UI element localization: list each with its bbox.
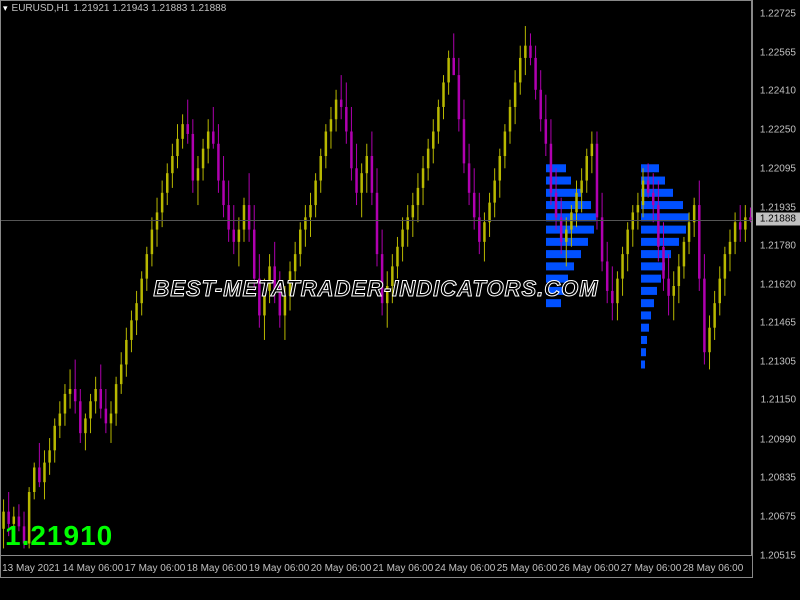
symbol-label: EURUSD,H1 [12, 3, 70, 14]
y-axis-label: 1.21620 [760, 280, 796, 291]
current-price-badge: 1.21888 [756, 213, 800, 226]
x-axis-label: 18 May 06:00 [187, 563, 248, 574]
big-price-display: 1.21910 [5, 520, 113, 552]
x-axis-label: 27 May 06:00 [621, 563, 682, 574]
x-axis-label: 19 May 06:00 [249, 563, 310, 574]
y-axis-label: 1.22565 [760, 48, 796, 59]
y-axis-label: 1.21305 [760, 357, 796, 368]
x-axis-label: 26 May 06:00 [559, 563, 620, 574]
y-axis: 1.22725 1.22565 1.22410 1.22250 1.22095 1.219… [752, 0, 800, 578]
x-axis-label: 24 May 06:00 [435, 563, 496, 574]
chart-area[interactable] [1, 15, 753, 557]
y-axis-label: 1.20515 [760, 551, 796, 562]
y-axis-label: 1.22725 [760, 9, 796, 20]
y-axis-label: 1.21935 [760, 202, 796, 213]
y-axis-label: 1.21465 [760, 318, 796, 329]
x-axis-label: 13 May 2021 [2, 563, 60, 574]
x-axis-label: 25 May 06:00 [497, 563, 558, 574]
x-axis-label: 20 May 06:00 [311, 563, 372, 574]
y-axis-label: 1.22250 [760, 125, 796, 136]
y-axis-label: 1.20675 [760, 511, 796, 522]
x-axis-label: 21 May 06:00 [373, 563, 434, 574]
y-axis-label: 1.21780 [760, 240, 796, 251]
x-axis-label: 28 May 06:00 [683, 563, 744, 574]
y-axis-label: 1.22095 [760, 163, 796, 174]
chart-container: ▾ EURUSD,H1 1.21921 1.21943 1.21883 1.21… [0, 0, 752, 578]
x-axis: 13 May 202114 May 06:0017 May 06:0018 Ma… [1, 555, 753, 577]
ohlc-label: 1.21921 1.21943 1.21883 1.21888 [73, 3, 226, 14]
x-axis-label: 14 May 06:00 [63, 563, 124, 574]
current-price-line [1, 220, 753, 221]
dropdown-triangle-icon[interactable]: ▾ [3, 3, 8, 14]
chart-header: ▾ EURUSD,H1 1.21921 1.21943 1.21883 1.21… [3, 3, 226, 14]
y-axis-label: 1.20835 [760, 472, 796, 483]
y-axis-label: 1.21150 [761, 395, 796, 406]
y-axis-label: 1.20990 [760, 434, 796, 445]
x-axis-label: 17 May 06:00 [125, 563, 186, 574]
y-axis-label: 1.22410 [760, 86, 796, 97]
